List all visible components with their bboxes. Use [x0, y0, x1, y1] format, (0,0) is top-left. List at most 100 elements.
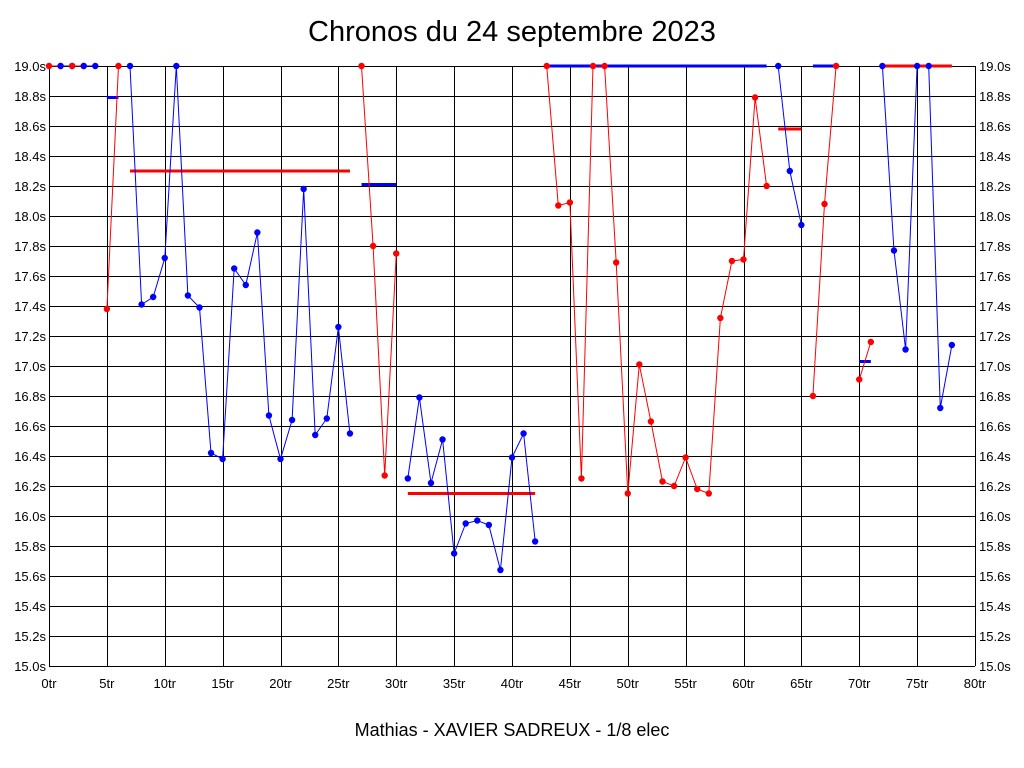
data-point	[358, 62, 365, 70]
x-tick-label: 55tr	[674, 676, 697, 691]
data-point	[404, 475, 412, 482]
data-point	[705, 490, 712, 497]
data-point	[92, 62, 99, 70]
y-tick-label-right: 18.8s	[979, 89, 1011, 104]
x-tick-label: 30tr	[385, 676, 408, 691]
data-point	[589, 62, 597, 70]
x-tick-label: 0tr	[41, 676, 57, 691]
series-line	[361, 65, 397, 476]
data-point	[948, 341, 956, 349]
grid	[49, 66, 976, 667]
x-tick-label: 10tr	[154, 676, 177, 691]
x-tick-label: 5tr	[99, 676, 115, 691]
data-point	[520, 430, 527, 437]
chart-title: Chronos du 24 septembre 2023	[308, 16, 716, 48]
y-tick-label-left: 15.6s	[14, 569, 46, 584]
data-point	[531, 538, 539, 545]
data-point	[57, 62, 64, 70]
y-tick-label-left: 16.2s	[14, 479, 46, 494]
x-tick-label: 40tr	[501, 676, 524, 691]
y-tick-label-left: 18.0s	[14, 209, 46, 224]
series-markers	[45, 62, 956, 574]
data-point	[937, 404, 944, 412]
y-tick-label-right: 18.6s	[979, 119, 1011, 134]
data-point	[624, 490, 631, 497]
series-line	[129, 65, 351, 461]
y-tick-label-right: 15.8s	[979, 539, 1011, 554]
x-tick-label: 50tr	[617, 676, 640, 691]
data-point	[439, 436, 446, 443]
series-line	[407, 397, 536, 571]
y-tick-label-left: 16.8s	[14, 389, 46, 404]
data-point	[149, 293, 157, 301]
y-tick-label-right: 15.0s	[979, 659, 1011, 674]
y-tick-label-right: 17.2s	[979, 329, 1011, 344]
y-tick-label-left: 16.0s	[14, 509, 46, 524]
data-point	[751, 94, 759, 101]
y-tick-label-right: 17.8s	[979, 239, 1011, 254]
y-tick-label-right: 16.2s	[979, 479, 1011, 494]
data-point	[717, 314, 724, 322]
data-point	[913, 62, 921, 70]
data-point	[427, 479, 435, 487]
data-point	[45, 62, 53, 70]
series-line	[777, 65, 802, 226]
y-tick-label-right: 18.4s	[979, 149, 1011, 164]
data-point	[161, 254, 168, 262]
data-point	[462, 520, 469, 527]
data-point	[381, 472, 388, 479]
data-point	[798, 221, 805, 229]
data-point	[485, 521, 493, 529]
data-point	[659, 478, 666, 485]
data-point	[300, 185, 307, 193]
data-point	[763, 182, 770, 190]
data-point	[393, 250, 400, 257]
data-point	[578, 475, 585, 482]
data-point	[254, 229, 261, 236]
x-tick-label: 35tr	[443, 676, 466, 691]
y-tick-label-left: 15.8s	[14, 539, 46, 554]
y-tick-label-left: 18.8s	[14, 89, 46, 104]
data-point	[694, 485, 701, 493]
data-point	[288, 416, 296, 424]
data-point	[80, 62, 87, 70]
x-tick-label: 25tr	[327, 676, 350, 691]
y-tick-label-left: 15.4s	[14, 599, 46, 614]
y-tick-label-left: 18.4s	[14, 149, 46, 164]
y-tick-label-right: 18.2s	[979, 179, 1011, 194]
data-point	[173, 62, 180, 70]
y-tick-label-right: 17.0s	[979, 359, 1011, 374]
series-line	[812, 65, 837, 397]
data-point	[497, 566, 504, 574]
x-tick-label: 15tr	[211, 676, 234, 691]
data-point	[682, 454, 689, 461]
y-tick-label-left: 19.0s	[14, 59, 46, 74]
y-tick-label-right: 15.6s	[979, 569, 1011, 584]
x-tick-label: 45tr	[559, 676, 582, 691]
data-point	[786, 167, 793, 175]
y-tick-label-right: 16.4s	[979, 449, 1011, 464]
data-point	[740, 256, 747, 263]
y-tick-label-left: 15.2s	[14, 629, 46, 644]
y-tick-label-left: 16.4s	[14, 449, 46, 464]
data-point	[346, 430, 354, 437]
data-point	[219, 455, 226, 463]
data-point	[902, 346, 909, 353]
x-tick-label: 80tr	[964, 676, 987, 691]
data-point	[879, 62, 886, 70]
y-tick-label-right: 17.4s	[979, 299, 1011, 314]
data-point	[856, 376, 863, 383]
data-point	[566, 199, 574, 206]
data-point	[508, 454, 516, 461]
x-tick-label: 65tr	[790, 676, 813, 691]
series-line	[858, 341, 872, 380]
y-tick-label-left: 17.2s	[14, 329, 46, 344]
data-point	[867, 338, 875, 346]
data-point	[416, 394, 423, 401]
y-tick-label-right: 19.0s	[979, 59, 1011, 74]
data-point	[601, 62, 608, 70]
data-point	[207, 449, 215, 457]
y-tick-label-right: 15.4s	[979, 599, 1011, 614]
data-point	[636, 361, 643, 368]
data-point	[126, 62, 134, 70]
